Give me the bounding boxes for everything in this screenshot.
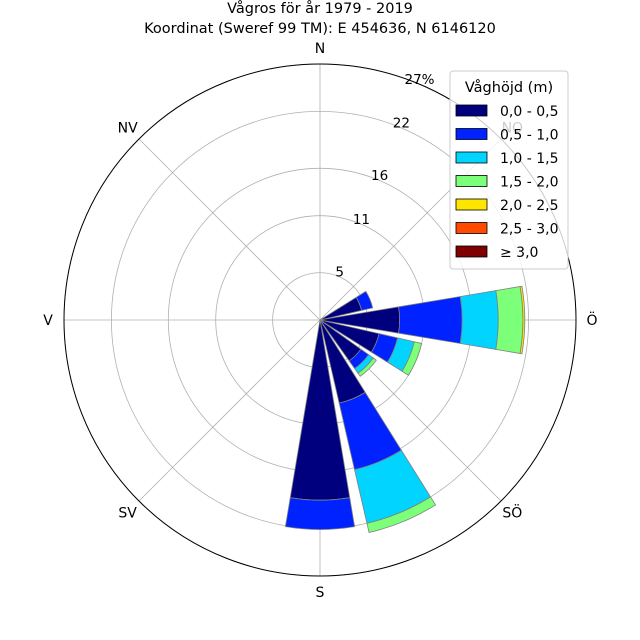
legend-label-6: ≥ 3,0: [500, 245, 538, 261]
legend-title: Våghöjd (m): [465, 79, 553, 96]
direction-label-3: SÖ: [502, 503, 522, 521]
legend-label-5: 2,5 - 3,0: [500, 222, 558, 238]
chart-subtitle: Koordinat (Sweref 99 TM): E 454636, N 61…: [144, 21, 496, 37]
grid-spoke-7: [138, 138, 321, 321]
bar-3-bin-1: [355, 290, 374, 311]
outer-circle: [63, 63, 577, 577]
bar-5-bin-3: [401, 341, 423, 376]
legend-swatch-2: [455, 151, 488, 164]
legend-frame: [449, 70, 569, 270]
legend-swatch-1: [455, 128, 488, 140]
bar-4-bin-2: [459, 290, 499, 350]
direction-label-0: N: [315, 41, 325, 57]
radial-tick-4: 27%: [404, 72, 434, 88]
legend-swatch-4: [455, 198, 488, 211]
direction-label-7: NV: [118, 121, 138, 137]
radial-tick-2: 16: [371, 168, 388, 184]
bar-8-bin-1: [284, 497, 356, 530]
legend-swatch-5: [455, 222, 488, 234]
rose-bars: [284, 285, 526, 533]
legend-label-4: 2,0 - 2,5: [500, 198, 558, 214]
legend-swatch-6: [455, 245, 488, 258]
chart-title: Vågros för år 1979 - 2019: [227, 0, 413, 17]
radial-tick-0: 5: [335, 265, 344, 281]
legend-label-1: 0,5 - 1,0: [500, 128, 558, 144]
legend-label-3: 1,5 - 2,0: [500, 175, 558, 191]
direction-label-6: V: [43, 313, 53, 329]
radial-tick-labels: 5 11 16 22 27%: [335, 72, 434, 281]
legend: Våghöjd (m) 0,0 - 0,5 0,5 - 1,0 1,0 - 1,5 1…: [449, 70, 569, 270]
legend-label-0: 0,0 - 0,5: [500, 104, 558, 120]
radial-tick-1: 11: [353, 212, 370, 228]
bar-7-bin-3: [366, 496, 437, 533]
bar-6-bin-3: [357, 357, 377, 377]
bar-4-bin-1: [398, 296, 463, 344]
direction-label-2: Ö: [586, 311, 597, 329]
bar-4-bin-3: [495, 286, 524, 354]
legend-swatch-3: [455, 175, 488, 187]
legend-swatch-0: [455, 104, 488, 117]
grid-spoke-5: [138, 319, 321, 502]
legend-items: 0,0 - 0,5 0,5 - 1,0 1,0 - 1,5 1,5 - 2,0 2,0 …: [455, 104, 558, 261]
radial-tick-3: 22: [393, 116, 410, 132]
direction-label-5: SV: [118, 505, 137, 521]
direction-label-4: S: [316, 585, 325, 601]
bar-4-bin-4: [519, 285, 526, 355]
legend-label-2: 1,0 - 1,5: [500, 151, 558, 167]
